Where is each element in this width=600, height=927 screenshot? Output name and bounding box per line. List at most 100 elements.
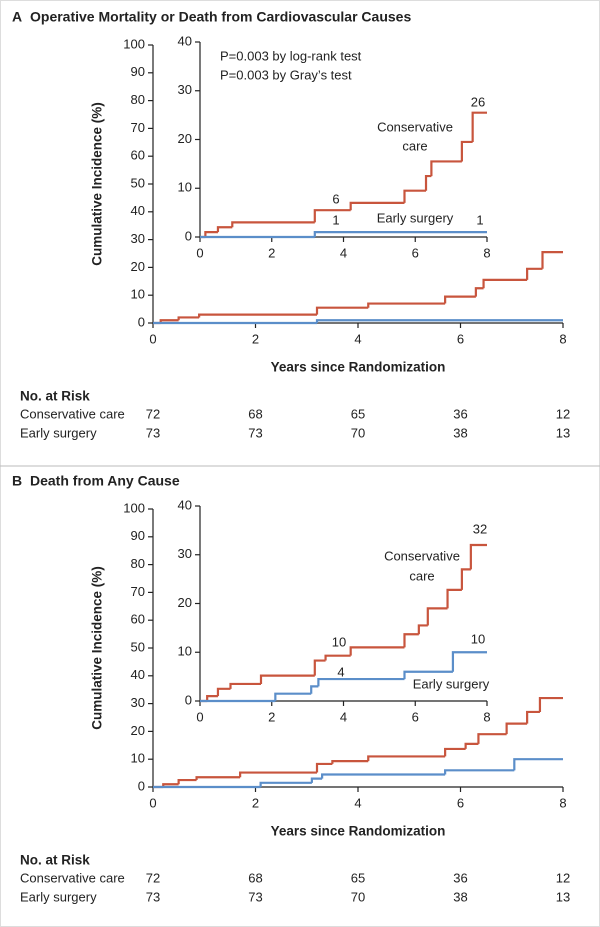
curve-label: Conservative [384, 548, 460, 563]
main-step [367, 755, 446, 762]
main-step [505, 722, 528, 735]
at-risk-value: 65 [351, 406, 365, 421]
main-y-tick-label: 80 [131, 92, 145, 107]
main-step [541, 251, 563, 269]
event-count: 4 [337, 664, 344, 679]
main-x-tick-label: 8 [559, 331, 566, 346]
inset-step [430, 160, 462, 177]
inset-bg [196, 38, 496, 252]
inset-step [229, 682, 261, 689]
inset-step [317, 677, 405, 687]
inset-step [313, 209, 351, 223]
at-risk-value: 73 [248, 425, 262, 440]
at-risk-value: 13 [556, 425, 570, 440]
at-risk-value: 36 [453, 406, 467, 421]
inset-step [259, 674, 315, 684]
inset-x-tick-label: 2 [268, 709, 275, 724]
event-count: 1 [476, 212, 483, 227]
event-count: 32 [473, 521, 487, 536]
inset-x-tick-label: 8 [483, 245, 490, 260]
main-step [367, 302, 446, 308]
main-y-tick-label: 60 [131, 612, 145, 627]
at-risk-value: 68 [248, 870, 262, 885]
inset-step [417, 624, 428, 635]
at-risk-value: 72 [146, 406, 160, 421]
y-axis-title: Cumulative Incidence (%) [90, 102, 105, 266]
main-y-tick-label: 10 [131, 287, 145, 302]
main-x-tick-label: 4 [354, 795, 361, 810]
inset-y-tick-label: 40 [178, 497, 192, 512]
at-risk-value: 72 [146, 870, 160, 885]
event-count: 26 [471, 94, 485, 109]
at-risk-value: 73 [146, 425, 160, 440]
inset-step [451, 651, 487, 672]
inset-y-tick-label: 30 [178, 546, 192, 561]
annotation: P=0.003 by log-rank test [220, 48, 362, 63]
main-x-tick-label: 2 [252, 795, 259, 810]
curve-label: care [409, 568, 434, 583]
inset-x-tick-label: 6 [412, 245, 419, 260]
main-step [526, 710, 540, 724]
inset-step [216, 226, 233, 233]
inset-step [313, 659, 326, 676]
at-risk-label: Early surgery [20, 889, 97, 904]
main-y-tick-label: 40 [131, 667, 145, 682]
main-step [259, 781, 312, 787]
main-y-tick-label: 20 [131, 259, 145, 274]
x-axis-title: Years since Randomization [271, 824, 446, 839]
event-count: 10 [471, 631, 485, 646]
panel-label: B [12, 473, 22, 489]
curve-label: Early surgery [377, 210, 454, 225]
main-x-tick-label: 0 [149, 331, 156, 346]
inset-step [313, 231, 487, 237]
main-y-tick-label: 50 [131, 175, 145, 190]
at-risk-value: 38 [453, 425, 467, 440]
main-y-tick-label: 10 [131, 751, 145, 766]
inset-step [424, 174, 432, 191]
event-count: 6 [332, 191, 339, 206]
inset-step [324, 654, 351, 661]
inset-step [349, 646, 405, 656]
at-risk-value: 12 [556, 870, 570, 885]
main-x-tick-label: 2 [252, 331, 259, 346]
main-y-tick-label: 30 [131, 695, 145, 710]
curve-label: Conservative [377, 119, 453, 134]
main-step [315, 762, 333, 773]
inset-step [403, 633, 419, 648]
at-risk-label: Conservative care [20, 406, 125, 421]
inset-y-tick-label: 40 [178, 33, 192, 48]
chart-title: Death from Any Cause [30, 473, 180, 489]
main-step [444, 747, 466, 757]
curve-label: Early surgery [413, 676, 490, 691]
y-axis-title: Cumulative Incidence (%) [90, 566, 105, 730]
main-step [198, 313, 317, 318]
inset-step [274, 692, 312, 701]
at-risk-title: No. at Risk [20, 853, 90, 868]
main-step [474, 287, 484, 297]
inset-step [471, 111, 487, 142]
main-y-tick-label: 90 [131, 528, 145, 543]
main-step [177, 316, 200, 321]
inset-x-tick-label: 8 [483, 709, 490, 724]
inset-y-tick-label: 20 [178, 595, 192, 610]
inset-y-tick-label: 10 [178, 180, 192, 195]
main-y-tick-label: 60 [131, 148, 145, 163]
inset-step [310, 685, 319, 694]
main-step [239, 771, 317, 778]
main-y-tick-label: 70 [131, 584, 145, 599]
inset-step [460, 568, 471, 590]
main-step [444, 295, 476, 304]
main-y-tick-label: 50 [131, 639, 145, 654]
x-axis-title: Years since Randomization [271, 360, 446, 375]
at-risk-value: 12 [556, 406, 570, 421]
main-step [195, 776, 241, 781]
inset-step [206, 695, 218, 701]
main-step [513, 758, 563, 771]
inset-y-tick-label: 20 [178, 131, 192, 146]
main-step [177, 778, 197, 785]
inset-step [446, 588, 462, 609]
main-y-tick-label: 40 [131, 203, 145, 218]
main-x-tick-label: 6 [457, 795, 464, 810]
at-risk-value: 68 [248, 406, 262, 421]
